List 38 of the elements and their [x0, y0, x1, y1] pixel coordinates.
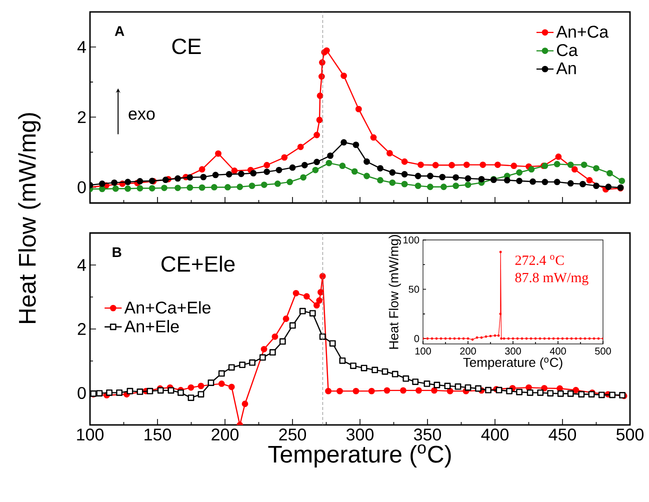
legend-label: An+Ca+Ele — [124, 301, 210, 314]
y-axis-title: Heat Flow (mW/mg) — [18, 113, 41, 323]
x-tick-label: 250 — [279, 428, 306, 441]
x-tick-label: 300 — [505, 348, 521, 355]
y-tick-label: 2 — [78, 111, 86, 124]
annotation: 87.8 mW/mg — [515, 272, 588, 286]
x-tick-label: 400 — [550, 348, 566, 355]
legend-label: Ca — [557, 44, 578, 56]
y-tick-label: 0 — [78, 386, 86, 400]
x-tick-label: 400 — [481, 428, 509, 441]
x-tick-label: 100 — [415, 348, 431, 355]
x-tick-label: 500 — [616, 428, 644, 441]
annotation: B — [112, 247, 122, 258]
x-tick-label: 300 — [346, 428, 374, 441]
annotation: A — [114, 26, 124, 36]
x-axis-title: Temperature ($^{o}$C) — [268, 444, 451, 468]
annotation: 272.4 $^{o}$C — [515, 255, 564, 266]
x-tick-label: 450 — [548, 428, 576, 441]
x-tick-label: 200 — [460, 348, 476, 355]
x-axis-title: Temperature ($^{o}$C) — [463, 357, 562, 370]
x-tick-label: 150 — [144, 428, 172, 441]
annotation: exo — [128, 110, 155, 120]
y-tick-label: 100 — [404, 236, 420, 244]
y-tick-label: 4 — [77, 41, 86, 53]
y-tick-label: 50 — [408, 286, 420, 293]
y-tick-label: 0 — [414, 335, 420, 342]
annotation: CE — [172, 38, 201, 54]
annotation: CE+Ele — [162, 256, 235, 272]
x-tick-label: 200 — [212, 428, 239, 441]
legend-label: An — [556, 62, 576, 74]
y-tick-label: 4 — [77, 259, 86, 271]
y-tick-label: 2 — [78, 323, 86, 335]
x-tick-label: 350 — [414, 428, 442, 441]
legend-label: An+Ca — [556, 26, 609, 38]
y-axis-title: Heat Flow (mW/mg) — [388, 235, 401, 349]
x-tick-label: 500 — [595, 348, 611, 355]
legend-label: An+Ele — [124, 320, 179, 332]
y-tick-label: 0 — [78, 181, 86, 194]
